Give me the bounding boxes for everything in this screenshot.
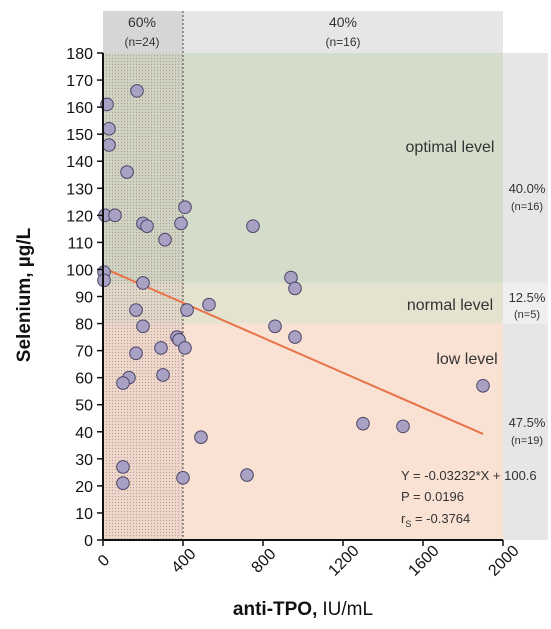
y-tick-label-10: 10 (75, 506, 93, 523)
data-point-26 (154, 341, 168, 355)
zone-label-low: low level (436, 351, 497, 368)
y-tick-label-30: 30 (75, 452, 93, 469)
data-point-39 (116, 476, 130, 490)
y-tick-label-180: 180 (66, 46, 93, 63)
data-point-1 (102, 121, 116, 136)
top-band-left-percent: 60% (128, 14, 156, 30)
spearman-r-label: r (401, 511, 406, 526)
x-tick-label-0: 0 (95, 552, 113, 570)
y-tick-label-0: 0 (84, 533, 93, 550)
x-tick-label-1200: 1200 (325, 542, 362, 579)
data-point-6 (120, 165, 134, 179)
y-tick-label-90: 90 (75, 290, 93, 307)
y-tick-label-40: 40 (75, 425, 93, 442)
data-point-15 (180, 303, 194, 317)
y-tick-label-20: 20 (75, 479, 93, 496)
data-point-29 (116, 376, 130, 390)
spearman-r-sub: S (405, 519, 411, 529)
data-point-25 (178, 341, 192, 355)
p-value: P = 0.0196 (401, 489, 464, 504)
data-point-36 (240, 468, 254, 482)
data-point-9 (158, 232, 172, 247)
y-tick-label-140: 140 (66, 154, 93, 171)
top-band-right-count: (n=16) (325, 35, 360, 49)
side-count-normal: (n=5) (514, 309, 540, 321)
x-tick-label-800: 800 (249, 546, 280, 577)
side-percent-low: 47.5% (509, 415, 546, 430)
data-point-30 (268, 319, 282, 334)
data-point-11 (178, 200, 192, 215)
side-count-optimal: (n=16) (511, 201, 543, 213)
y-tick-label-100: 100 (66, 262, 93, 279)
data-point-5 (108, 208, 122, 223)
data-point-31 (288, 330, 302, 344)
x-axis-label-main: anti-TPO, (233, 599, 317, 620)
side-count-low: (n=19) (511, 435, 543, 447)
y-tick-label-170: 170 (66, 73, 93, 90)
side-percent-normal: 12.5% (509, 290, 546, 305)
side-band-1 (503, 282, 548, 324)
data-point-22 (129, 346, 143, 361)
regression-equation: Y = -0.03232*X + 100.6 (401, 468, 537, 483)
data-point-16 (202, 297, 216, 312)
y-tick-label-70: 70 (75, 344, 93, 361)
y-tick-label-110: 110 (67, 235, 93, 252)
data-point-35 (194, 430, 208, 444)
x-axis-label-unit: IU/mL (322, 599, 373, 620)
x-tick-label-400: 400 (169, 546, 200, 577)
zone-label-optimal: optimal level (406, 139, 495, 156)
y-tick-label-60: 60 (75, 371, 93, 388)
side-band-0 (503, 53, 548, 283)
data-point-17 (246, 219, 260, 233)
data-point-27 (156, 368, 170, 382)
y-axis-label: Selenium, µg/L (14, 227, 35, 362)
y-tick-label-150: 150 (66, 127, 93, 144)
y-tick-label-160: 160 (66, 100, 93, 117)
y-tick-label-50: 50 (75, 398, 93, 415)
side-band-2 (503, 323, 548, 540)
y-tick-label-80: 80 (75, 317, 93, 334)
data-point-34 (396, 419, 410, 434)
y-tick-label-130: 130 (66, 181, 93, 198)
data-point-32 (476, 378, 490, 393)
top-band-0 (103, 11, 183, 53)
top-band-1 (183, 11, 503, 53)
data-point-33 (356, 416, 370, 431)
regression-line (102, 266, 484, 435)
x-tick-label-2000: 2000 (485, 542, 522, 579)
x-tick-label-1600: 1600 (405, 542, 442, 579)
data-point-2 (102, 138, 116, 152)
data-point-20 (129, 303, 143, 317)
x-axis-label: anti-TPO, IU/mL (233, 599, 373, 620)
spearman-r: rS = -0.3764 (401, 511, 470, 529)
spearman-r-value: = -0.3764 (411, 511, 470, 526)
data-point-21 (136, 319, 150, 334)
zone-label-normal: normal level (407, 297, 493, 314)
data-point-37 (176, 470, 190, 485)
data-point-19 (288, 281, 302, 296)
top-band-left-count: (n=24) (124, 35, 159, 49)
top-band-right-percent: 40% (329, 14, 357, 30)
side-percent-optimal: 40.0% (509, 181, 546, 196)
data-point-8 (140, 219, 154, 233)
data-point-3 (130, 84, 144, 98)
data-point-38 (116, 460, 130, 474)
data-point-10 (174, 216, 188, 231)
data-point-14 (136, 276, 150, 290)
y-tick-label-120: 120 (66, 208, 93, 225)
